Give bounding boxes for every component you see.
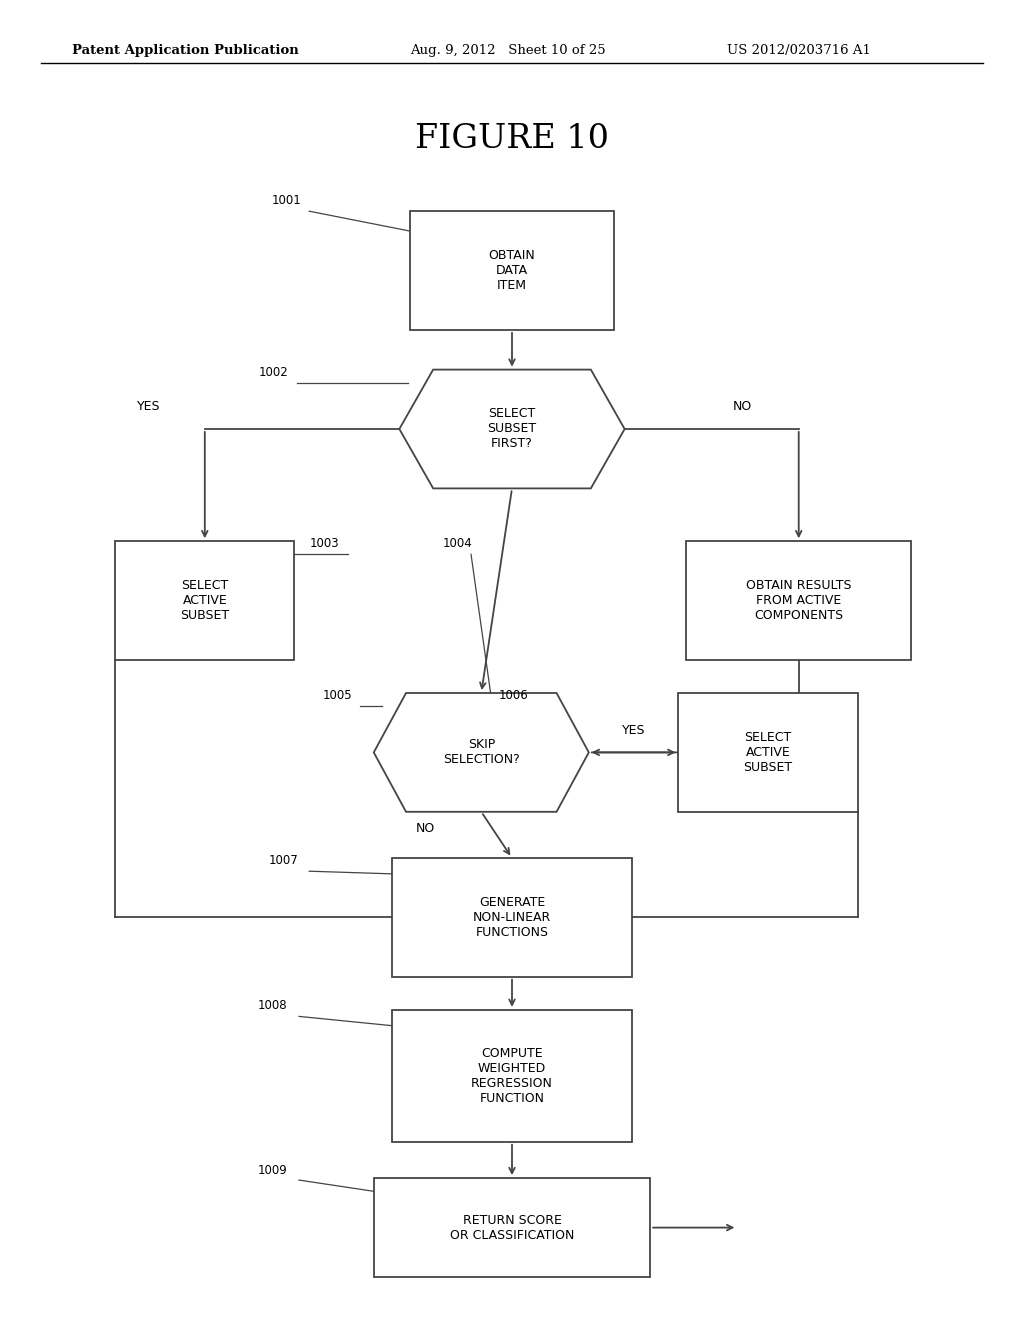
Text: 1007: 1007 — [268, 854, 298, 867]
Text: SKIP
SELECTION?: SKIP SELECTION? — [443, 738, 519, 767]
FancyBboxPatch shape — [391, 858, 632, 977]
Text: 1001: 1001 — [271, 194, 301, 207]
Text: US 2012/0203716 A1: US 2012/0203716 A1 — [727, 44, 871, 57]
FancyBboxPatch shape — [116, 541, 295, 660]
Text: YES: YES — [137, 400, 160, 413]
Text: 1002: 1002 — [259, 366, 289, 379]
Text: Patent Application Publication: Patent Application Publication — [72, 44, 298, 57]
Text: OBTAIN RESULTS
FROM ACTIVE
COMPONENTS: OBTAIN RESULTS FROM ACTIVE COMPONENTS — [745, 579, 852, 622]
Text: NO: NO — [733, 400, 752, 413]
Text: 1003: 1003 — [309, 537, 339, 550]
Text: COMPUTE
WEIGHTED
REGRESSION
FUNCTION: COMPUTE WEIGHTED REGRESSION FUNCTION — [471, 1047, 553, 1105]
Text: YES: YES — [622, 723, 645, 737]
Text: SELECT
ACTIVE
SUBSET: SELECT ACTIVE SUBSET — [743, 731, 793, 774]
Polygon shape — [374, 693, 589, 812]
FancyBboxPatch shape — [678, 693, 857, 812]
Text: 1009: 1009 — [258, 1164, 288, 1177]
Text: 1005: 1005 — [323, 689, 352, 702]
Text: GENERATE
NON-LINEAR
FUNCTIONS: GENERATE NON-LINEAR FUNCTIONS — [473, 896, 551, 939]
Text: SELECT
ACTIVE
SUBSET: SELECT ACTIVE SUBSET — [180, 579, 229, 622]
Text: SELECT
SUBSET
FIRST?: SELECT SUBSET FIRST? — [487, 408, 537, 450]
Polygon shape — [399, 370, 625, 488]
Text: Aug. 9, 2012   Sheet 10 of 25: Aug. 9, 2012 Sheet 10 of 25 — [410, 44, 605, 57]
FancyBboxPatch shape — [391, 1010, 632, 1142]
Text: OBTAIN
DATA
ITEM: OBTAIN DATA ITEM — [488, 249, 536, 292]
Text: NO: NO — [416, 822, 434, 836]
FancyBboxPatch shape — [374, 1177, 650, 1278]
Text: 1006: 1006 — [499, 689, 528, 702]
Text: 1008: 1008 — [258, 999, 288, 1012]
Text: 1004: 1004 — [442, 537, 472, 550]
Text: FIGURE 10: FIGURE 10 — [415, 123, 609, 154]
FancyBboxPatch shape — [410, 211, 614, 330]
FancyBboxPatch shape — [686, 541, 911, 660]
Text: RETURN SCORE
OR CLASSIFICATION: RETURN SCORE OR CLASSIFICATION — [450, 1213, 574, 1242]
